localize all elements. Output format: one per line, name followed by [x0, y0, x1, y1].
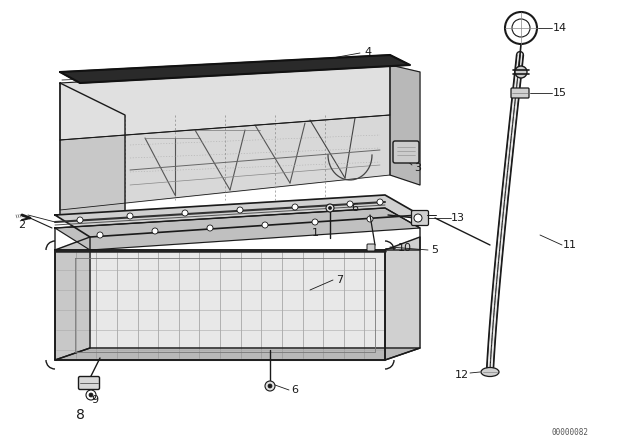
Ellipse shape: [481, 367, 499, 376]
Circle shape: [77, 217, 83, 223]
Text: 6: 6: [291, 385, 298, 395]
Circle shape: [326, 204, 334, 212]
Circle shape: [515, 66, 527, 78]
Polygon shape: [55, 195, 420, 237]
Text: 3: 3: [415, 163, 422, 173]
Circle shape: [505, 12, 537, 44]
FancyBboxPatch shape: [79, 376, 99, 389]
Polygon shape: [385, 237, 420, 360]
Polygon shape: [60, 65, 390, 140]
Circle shape: [292, 204, 298, 210]
Circle shape: [89, 393, 93, 397]
FancyBboxPatch shape: [412, 211, 429, 225]
Polygon shape: [55, 237, 90, 360]
Text: 00000082: 00000082: [552, 427, 589, 436]
Circle shape: [312, 219, 318, 225]
Circle shape: [414, 214, 422, 222]
Circle shape: [237, 207, 243, 213]
Circle shape: [86, 390, 96, 400]
Polygon shape: [60, 55, 410, 83]
Text: 4: 4: [364, 47, 372, 57]
Text: 14: 14: [553, 23, 567, 33]
Circle shape: [328, 207, 332, 210]
Polygon shape: [60, 83, 125, 245]
Circle shape: [347, 201, 353, 207]
Circle shape: [268, 384, 272, 388]
Text: 6: 6: [351, 203, 358, 213]
Polygon shape: [60, 115, 390, 210]
Circle shape: [207, 225, 213, 231]
Text: 5: 5: [431, 245, 438, 255]
Text: 10: 10: [398, 243, 412, 253]
Circle shape: [127, 213, 133, 219]
Text: 1: 1: [312, 228, 319, 238]
Text: 8: 8: [76, 408, 84, 422]
Circle shape: [512, 19, 530, 37]
Polygon shape: [390, 65, 420, 185]
Circle shape: [265, 381, 275, 391]
Polygon shape: [55, 250, 385, 360]
Text: 9: 9: [92, 395, 99, 405]
Circle shape: [367, 216, 373, 222]
FancyBboxPatch shape: [393, 141, 419, 163]
Polygon shape: [55, 348, 420, 360]
Text: 7: 7: [337, 275, 344, 285]
Circle shape: [152, 228, 158, 234]
Text: 11: 11: [563, 240, 577, 250]
Text: 13: 13: [451, 213, 465, 223]
Circle shape: [377, 199, 383, 205]
FancyBboxPatch shape: [367, 244, 375, 251]
Text: 15: 15: [553, 88, 567, 98]
Text: 12: 12: [455, 370, 469, 380]
Circle shape: [97, 232, 103, 238]
Circle shape: [182, 210, 188, 216]
Circle shape: [262, 222, 268, 228]
Text: 2: 2: [19, 220, 26, 230]
FancyBboxPatch shape: [511, 88, 529, 98]
Polygon shape: [55, 208, 420, 250]
